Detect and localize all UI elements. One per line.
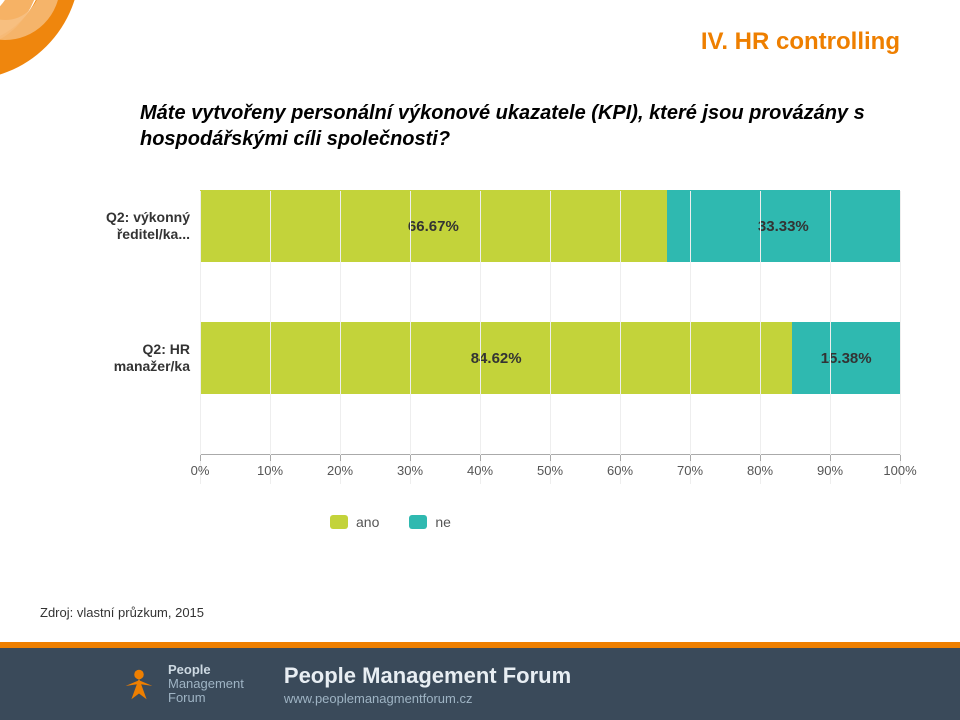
x-tick-label: 80% xyxy=(747,463,773,478)
x-tick-label: 100% xyxy=(883,463,916,478)
x-tick-label: 90% xyxy=(817,463,843,478)
gridline xyxy=(760,191,761,484)
corner-decoration xyxy=(0,0,180,180)
x-tick xyxy=(550,455,551,461)
logo-line2: Management xyxy=(168,677,244,691)
x-tick xyxy=(410,455,411,461)
y-axis-label: Q2: HR manažer/ka xyxy=(90,341,200,375)
x-axis: 0%10%20%30%40%50%60%70%80%90%100% xyxy=(200,454,900,484)
x-tick-label: 0% xyxy=(191,463,210,478)
page-section-title: IV. HR controlling xyxy=(701,28,900,56)
legend-item-ano: ano xyxy=(330,514,379,530)
footer-logo-text: People Management Forum xyxy=(168,663,244,706)
x-tick xyxy=(620,455,621,461)
x-tick-label: 20% xyxy=(327,463,353,478)
legend-label: ne xyxy=(435,514,451,530)
gridline xyxy=(830,191,831,484)
footer-logo: People Management Forum xyxy=(120,663,244,706)
legend-label: ano xyxy=(356,514,379,530)
gridline xyxy=(690,191,691,484)
x-tick xyxy=(200,455,201,461)
gridline xyxy=(200,191,201,484)
x-tick-label: 70% xyxy=(677,463,703,478)
bar-segment-ne: 15.38% xyxy=(792,322,900,394)
x-tick xyxy=(900,455,901,461)
footer-title-block: People Management Forum www.peoplemanagm… xyxy=(284,663,571,706)
legend-swatch xyxy=(330,515,348,529)
x-tick xyxy=(480,455,481,461)
gridline xyxy=(620,191,621,484)
y-axis-label: Q2: výkonný ředitel/ka... xyxy=(90,209,200,243)
x-tick xyxy=(340,455,341,461)
gridline xyxy=(340,191,341,484)
logo-line3: Forum xyxy=(168,691,244,705)
bar-segment-ano: 84.62% xyxy=(200,322,792,394)
x-tick-label: 50% xyxy=(537,463,563,478)
question-text: Máte vytvořeny personální výkonové ukaza… xyxy=(140,100,900,152)
x-tick xyxy=(690,455,691,461)
gridline xyxy=(410,191,411,484)
x-tick xyxy=(270,455,271,461)
header-text: IV. HR controlling xyxy=(701,28,900,55)
x-tick xyxy=(760,455,761,461)
x-tick-label: 30% xyxy=(397,463,423,478)
logo-line1: People xyxy=(168,663,244,677)
gridline xyxy=(270,191,271,484)
legend-swatch xyxy=(409,515,427,529)
x-tick xyxy=(830,455,831,461)
x-tick-label: 60% xyxy=(607,463,633,478)
gridline xyxy=(480,191,481,484)
gridline xyxy=(550,191,551,484)
footer-body: People Management Forum People Managemen… xyxy=(0,648,960,720)
chart-row: Q2: HR manažer/ka84.62%15.38% xyxy=(90,322,900,394)
footer-title: People Management Forum xyxy=(284,663,571,689)
kpi-stacked-bar-chart: Q2: výkonný ředitel/ka...66.67%33.33%Q2:… xyxy=(90,190,900,530)
footer-url: www.peoplemanagmentforum.cz xyxy=(284,691,571,706)
source-citation: Zdroj: vlastní průzkum, 2015 xyxy=(40,605,204,620)
x-tick-label: 10% xyxy=(257,463,283,478)
chart-row: Q2: výkonný ředitel/ka...66.67%33.33% xyxy=(90,190,900,262)
footer: People Management Forum People Managemen… xyxy=(0,642,960,720)
gridline xyxy=(900,191,901,484)
x-tick-label: 40% xyxy=(467,463,493,478)
legend: ano ne xyxy=(330,514,900,530)
bar-segment-ne: 33.33% xyxy=(667,190,900,262)
legend-item-ne: ne xyxy=(409,514,451,530)
person-star-icon xyxy=(120,665,158,703)
